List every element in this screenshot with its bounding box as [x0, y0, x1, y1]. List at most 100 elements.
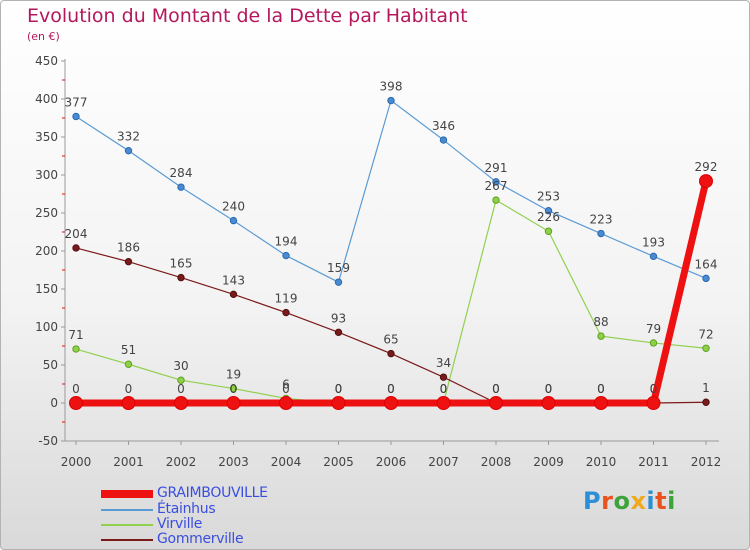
data-label-gommerville-2002: 165 — [170, 257, 193, 271]
data-label-etainhus-2008: 291 — [485, 161, 508, 175]
x-tick-label-2006: 2006 — [376, 455, 407, 469]
legend-label-etainhus: Étainhus — [157, 501, 216, 517]
data-point-virville-2002 — [177, 376, 185, 384]
legend-swatch-virville — [101, 524, 153, 526]
brand-logo: Proxiti — [583, 487, 676, 515]
data-label-graimbouville-2003: 0 — [230, 382, 238, 396]
data-label-graimbouville-2012: 292 — [695, 160, 718, 174]
data-label-virville-2007: 0 — [440, 382, 448, 396]
data-label-etainhus-2002: 284 — [170, 166, 193, 180]
y-tick-label-350: 350 — [35, 130, 58, 144]
data-point-gommerville-2007 — [439, 373, 448, 381]
data-label-virville-2001: 51 — [121, 343, 136, 357]
data-label-graimbouville-2008: 0 — [492, 382, 500, 396]
data-label-graimbouville-2001: 0 — [125, 382, 133, 396]
data-label-graimbouville-2009: 0 — [545, 382, 553, 396]
data-label-etainhus-2003: 240 — [222, 200, 245, 214]
data-point-etainhus-2006 — [387, 96, 395, 105]
brand-logo-letter: x — [630, 487, 647, 515]
data-point-graimbouville-2008 — [489, 396, 503, 410]
data-label-etainhus-2000: 377 — [65, 95, 88, 109]
x-tick-label-2008: 2008 — [481, 455, 512, 469]
data-label-gommerville-2004: 119 — [275, 292, 298, 306]
chart-title: Evolution du Montant de la Dette par Hab… — [27, 5, 468, 27]
data-label-graimbouville-2007: 0 — [440, 382, 448, 396]
data-label-virville-2006: 0 — [387, 382, 395, 396]
data-label-gommerville-2000: 204 — [65, 227, 88, 241]
data-label-etainhus-2004: 194 — [275, 235, 298, 249]
y-tick-label--50: -50 — [38, 434, 58, 448]
data-label-etainhus-2001: 332 — [117, 130, 140, 144]
y-tick-label-250: 250 — [35, 206, 58, 220]
data-point-gommerville-2001 — [124, 257, 133, 266]
legend-swatch-etainhus — [101, 509, 153, 511]
data-point-gommerville-2000 — [72, 244, 80, 252]
data-label-etainhus-2007: 346 — [432, 119, 455, 133]
data-point-etainhus-2004 — [282, 251, 290, 260]
data-point-etainhus-2005 — [334, 278, 343, 286]
data-label-etainhus-2011: 193 — [642, 235, 665, 249]
data-point-gommerville-2012 — [702, 398, 710, 406]
data-label-gommerville-2009: 0 — [545, 382, 553, 396]
data-point-gommerville-2006 — [387, 349, 395, 358]
data-label-etainhus-2005: 159 — [327, 261, 350, 275]
data-label-gommerville-2010: 0 — [597, 382, 605, 396]
data-label-gommerville-2005: 93 — [331, 311, 346, 325]
data-label-virville-2008: 267 — [485, 179, 508, 193]
data-label-gommerville-2007: 34 — [436, 356, 451, 370]
x-tick-label-2004: 2004 — [271, 455, 302, 469]
x-tick-label-2002: 2002 — [166, 455, 197, 469]
data-point-graimbouville-2005 — [331, 396, 346, 410]
x-tick-label-2010: 2010 — [586, 455, 617, 469]
data-point-gommerville-2003 — [229, 290, 238, 299]
y-tick-label-200: 200 — [35, 244, 58, 258]
legend-swatch-gommerville — [101, 539, 153, 541]
data-label-virville-2000: 71 — [68, 328, 83, 342]
brand-logo-letter: i — [646, 487, 656, 515]
data-point-virville-2010 — [597, 332, 605, 340]
brand-logo-letter: t — [655, 487, 668, 515]
data-label-virville-2002: 30 — [173, 359, 188, 373]
data-point-graimbouville-2002 — [174, 396, 188, 410]
data-label-graimbouville-2004: 0 — [282, 382, 290, 396]
data-point-etainhus-2010 — [597, 229, 605, 238]
data-point-gommerville-2004 — [282, 308, 290, 317]
data-point-virville-2009 — [544, 227, 553, 235]
data-label-graimbouville-2011: 0 — [650, 382, 658, 396]
data-point-graimbouville-2004 — [279, 396, 293, 410]
data-point-virville-2011 — [649, 339, 658, 347]
data-point-graimbouville-2007 — [436, 396, 451, 410]
data-label-virville-2010: 88 — [593, 315, 608, 329]
x-tick-label-2011: 2011 — [638, 455, 669, 469]
data-point-virville-2001 — [124, 360, 133, 368]
data-point-graimbouville-2001 — [121, 396, 136, 410]
data-label-graimbouville-2000: 0 — [72, 382, 80, 396]
data-label-gommerville-2012: 1 — [702, 381, 710, 395]
data-point-gommerville-2005 — [334, 328, 343, 337]
series-line-gommerville — [75, 247, 707, 404]
y-tick-label-450: 450 — [35, 54, 58, 68]
data-point-graimbouville-2009 — [541, 396, 556, 410]
chart-subtitle: (en €) — [27, 30, 60, 43]
x-tick-label-2009: 2009 — [533, 455, 564, 469]
x-tick-label-2005: 2005 — [323, 455, 354, 469]
data-label-virville-2011: 79 — [646, 322, 661, 336]
data-label-gommerville-2003: 143 — [222, 273, 245, 287]
x-tick-label-2003: 2003 — [218, 455, 249, 469]
legend-label-gommerville: Gommerville — [157, 531, 244, 547]
y-tick-label-400: 400 — [35, 92, 58, 106]
data-label-graimbouville-2006: 0 — [387, 382, 395, 396]
legend-swatch-graimbouville — [101, 490, 153, 498]
legend-label-graimbouville: GRAIMBOUVILLE — [157, 485, 268, 501]
data-point-graimbouville-2000 — [69, 396, 83, 410]
x-tick-label-2000: 2000 — [61, 455, 92, 469]
data-point-graimbouville-2012 — [699, 174, 713, 189]
data-label-graimbouville-2010: 0 — [597, 382, 605, 396]
data-point-graimbouville-2010 — [594, 396, 608, 410]
data-point-virville-2000 — [72, 345, 80, 353]
data-point-etainhus-2012 — [702, 274, 710, 283]
y-tick-label-300: 300 — [35, 168, 58, 182]
legend-label-virville: Virville — [157, 516, 203, 532]
data-label-gommerville-2006: 65 — [383, 333, 398, 347]
